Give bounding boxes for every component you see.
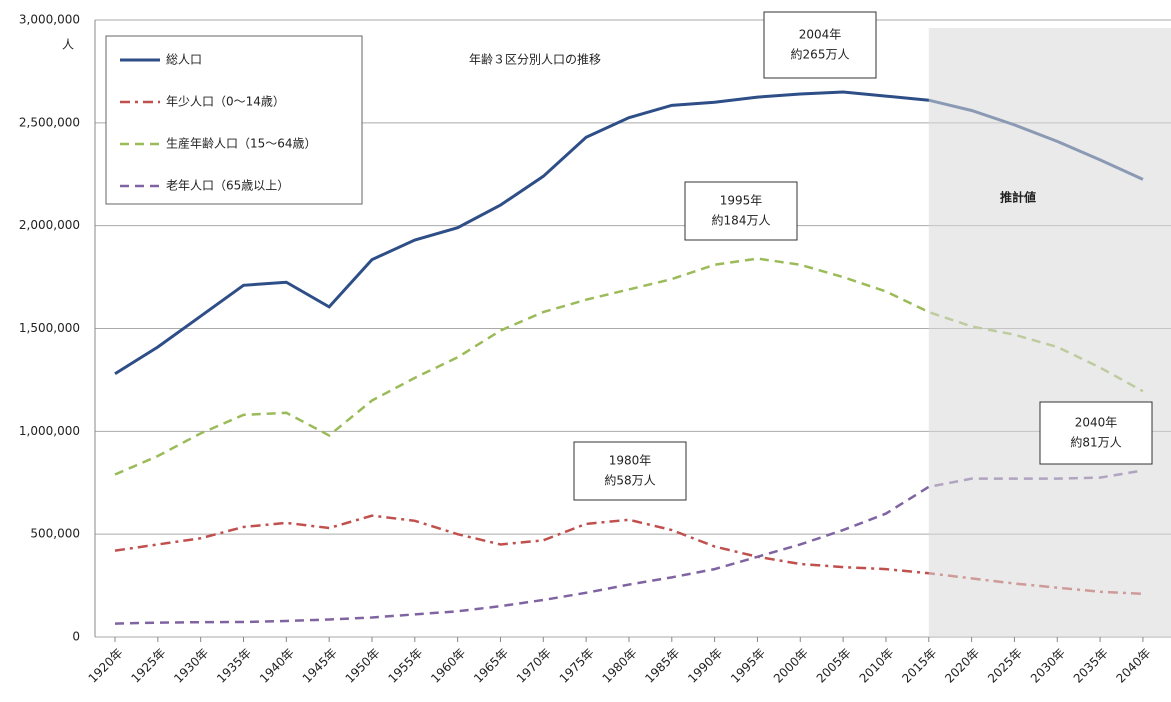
x-tick-label: 1970年 [514, 646, 554, 686]
x-tick-label: 2010年 [857, 646, 897, 686]
y-tick-label: 2,000,000 [19, 218, 80, 232]
x-tick-label: 2025年 [985, 646, 1025, 686]
y-tick-label: 3,000,000 [19, 13, 80, 27]
y-tick-label: 500,000 [30, 527, 80, 541]
x-tick-label: 1955年 [385, 646, 425, 686]
x-tick-label: 2000年 [771, 646, 811, 686]
annotation-text: 約81万人 [1070, 435, 1121, 450]
x-tick-label: 1960年 [428, 646, 468, 686]
y-unit: 人 [62, 38, 74, 52]
x-tick-label: 2015年 [899, 646, 939, 686]
x-tick-label: 1980年 [600, 646, 640, 686]
chart-title: 年齢３区分別人口の推移 [469, 52, 601, 67]
annotation-text: 約58万人 [604, 473, 655, 488]
x-tick-label: 1995年 [728, 646, 768, 686]
x-tick-label: 1975年 [557, 646, 597, 686]
annotation-text: 約184万人 [712, 213, 771, 228]
annotation-text: 約265万人 [791, 47, 850, 62]
x-tick-label: 2020年 [942, 646, 982, 686]
legend-label: 生産年齢人口（15～64歳） [166, 136, 317, 151]
x-tick-label: 2005年 [814, 646, 854, 686]
legend-box [105, 35, 363, 205]
annotation-box [763, 11, 877, 79]
x-tick-label: 2030年 [1028, 646, 1068, 686]
x-tick-label: 1990年 [685, 646, 725, 686]
x-tick-label: 1950年 [343, 646, 383, 686]
annotation-text: 2004年 [799, 28, 842, 42]
projection-label: 推計値 [1000, 190, 1036, 205]
annotation-text: 1995年 [720, 194, 763, 208]
annotation-text: 2040年 [1075, 416, 1118, 430]
series-line [114, 257, 1144, 476]
x-tick-label: 2035年 [1071, 646, 1111, 686]
annotation-text: 1980年 [609, 454, 652, 468]
x-tick-label: 1945年 [300, 646, 340, 686]
legend-label: 年少人口（0～14歳） [166, 95, 285, 109]
projection-region [928, 28, 1171, 637]
annotation-box [684, 181, 798, 241]
x-tick-label: 1920年 [86, 646, 126, 686]
legend-label: 老年人口（65歳以上） [166, 179, 289, 193]
y-tick-label: 2,500,000 [19, 115, 80, 129]
x-tick-label: 1965年 [471, 646, 511, 686]
annotation-box [573, 441, 687, 501]
x-tick-label: 1930年 [171, 646, 211, 686]
annotation-box [1039, 401, 1153, 465]
x-tick-label: 1940年 [257, 646, 297, 686]
x-tick-label: 1935年 [214, 646, 254, 686]
y-tick-label: 1,000,000 [19, 424, 80, 438]
legend-label: 総人口 [166, 53, 202, 67]
y-tick-label: 1,500,000 [19, 321, 80, 335]
x-tick-label: 1925年 [128, 646, 168, 686]
x-tick-label: 2040年 [1114, 646, 1154, 686]
x-tick-label: 1985年 [642, 646, 682, 686]
y-tick-label: 0 [72, 630, 80, 644]
